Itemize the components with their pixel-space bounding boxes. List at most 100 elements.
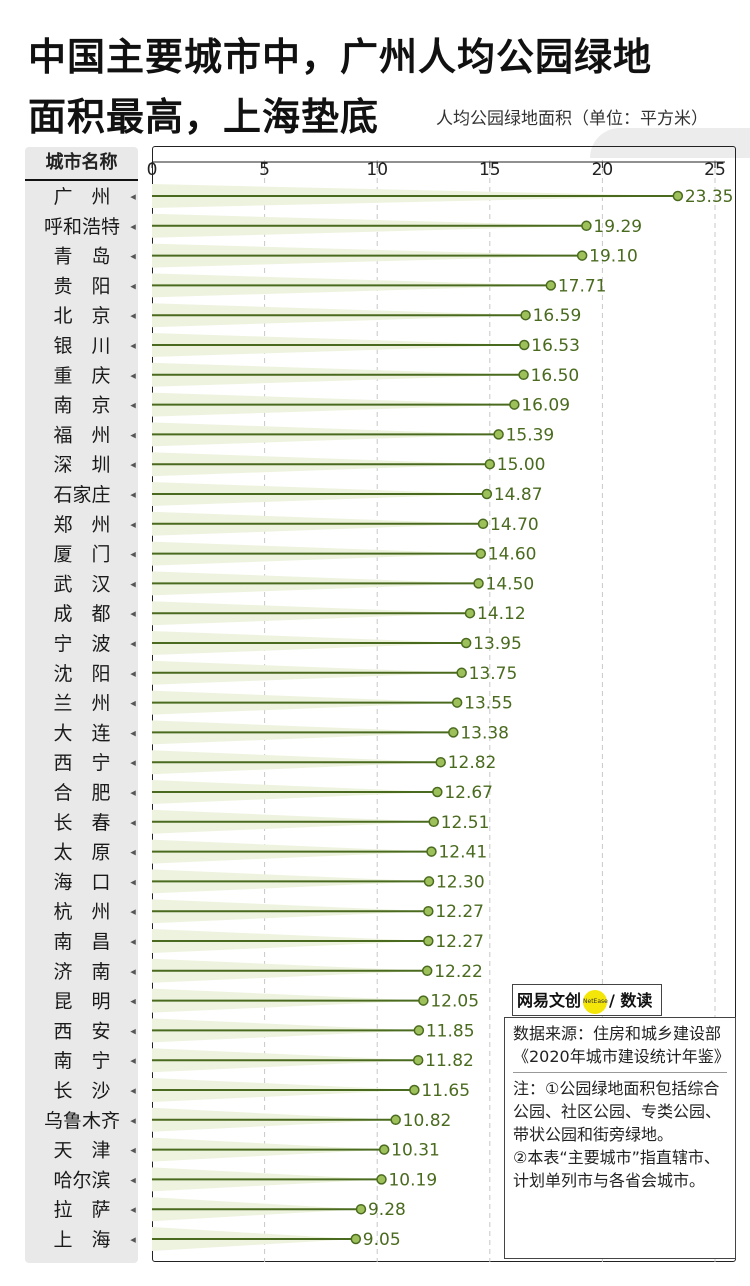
bar-dot — [421, 965, 433, 977]
row-marker-icon: ◂ — [130, 726, 136, 739]
bar-dot — [428, 816, 439, 828]
bar-dot — [473, 578, 484, 589]
category-label: 深 圳 — [53, 454, 110, 476]
category-label: 杭 州 — [53, 901, 110, 923]
value-label: 14.50 — [486, 574, 535, 594]
axis-unit-label: 人均公园绿地面积（单位：平方米） — [436, 109, 708, 129]
category-label: 昆 明 — [53, 991, 110, 1013]
row-marker-icon: ◂ — [130, 220, 136, 233]
category-label: 合 肥 — [53, 782, 110, 804]
row-marker-icon: ◂ — [130, 816, 136, 829]
value-label: 19.10 — [589, 247, 638, 267]
x-tick-label: 5 — [259, 160, 270, 180]
category-label: 西 宁 — [53, 752, 110, 774]
category-label: 郑 州 — [53, 514, 110, 536]
value-label: 10.82 — [403, 1111, 452, 1131]
row-marker-icon: ◂ — [130, 190, 136, 203]
category-label: 北 京 — [53, 305, 110, 327]
value-label: 12.30 — [436, 872, 485, 892]
bar-dot — [464, 607, 476, 619]
category-label: 南 京 — [53, 395, 110, 417]
row-marker-icon: ◂ — [130, 577, 136, 590]
value-label: 12.22 — [434, 962, 483, 982]
row-marker-icon: ◂ — [130, 935, 136, 948]
bar-dot — [413, 1025, 425, 1036]
value-label: 11.65 — [421, 1081, 470, 1101]
row-marker-icon: ◂ — [130, 995, 136, 1008]
value-label: 12.27 — [435, 902, 484, 922]
value-label: 11.85 — [426, 1021, 475, 1041]
value-label: 12.27 — [435, 932, 484, 952]
bar-dot — [376, 1174, 387, 1185]
category-label: 济 南 — [53, 961, 110, 983]
category-label: 沈 阳 — [53, 663, 110, 685]
bar-dot — [545, 280, 557, 291]
bar-dot — [475, 548, 487, 559]
row-marker-icon: ◂ — [130, 279, 136, 292]
value-label: 11.82 — [425, 1051, 474, 1071]
category-label: 大 连 — [53, 722, 110, 744]
value-label: 12.67 — [444, 783, 493, 803]
value-label: 17.71 — [558, 276, 607, 296]
category-label: 西 安 — [53, 1020, 110, 1042]
category-label: 福 州 — [53, 424, 110, 446]
category-label: 长 沙 — [53, 1080, 110, 1102]
source-note-box: 数据来源：住房和城乡建设部《2020年城市建设统计年鉴》 注：①公园绿地面积包括… — [504, 1017, 736, 1259]
bar-dot — [518, 369, 529, 381]
value-label: 12.82 — [448, 753, 497, 773]
bar-dot — [423, 876, 435, 887]
note-text-1: 注：①公园绿地面积包括综合公园、社区公园、专类公园、带状公园和街旁绿地。 — [513, 1079, 722, 1144]
chart-title-line1: 中国主要城市中，广州人均公园绿地 — [28, 35, 653, 79]
category-label: 贵 阳 — [53, 275, 110, 297]
bar-dot — [350, 1233, 362, 1245]
category-label: 拉 萨 — [53, 1199, 110, 1221]
category-label: 石家庄 — [53, 484, 110, 506]
value-label: 10.19 — [388, 1170, 437, 1190]
category-label: 兰 州 — [53, 693, 110, 715]
bar-dot — [481, 488, 493, 500]
bar-dot — [423, 905, 434, 917]
row-marker-icon: ◂ — [130, 965, 136, 978]
row-marker-icon: ◂ — [130, 309, 136, 322]
row-marker-icon: ◂ — [130, 1233, 136, 1246]
value-label: 16.53 — [531, 336, 580, 356]
x-tick-label: 20 — [592, 160, 614, 180]
bar-dot — [435, 756, 446, 768]
bar-dot — [456, 667, 467, 679]
category-label: 上 海 — [53, 1229, 110, 1251]
value-label: 13.75 — [469, 664, 518, 684]
value-label: 16.50 — [531, 366, 580, 386]
value-label: 16.09 — [521, 396, 570, 416]
category-label: 银 川 — [53, 335, 110, 357]
category-label: 重 庆 — [53, 365, 110, 387]
row-marker-icon: ◂ — [130, 428, 136, 441]
value-label: 14.70 — [490, 515, 539, 535]
bar-dot — [509, 399, 520, 410]
bar-dot — [418, 995, 429, 1006]
value-label: 13.55 — [464, 694, 513, 714]
row-marker-icon: ◂ — [130, 786, 136, 799]
bar-dot — [576, 250, 588, 261]
row-marker-icon: ◂ — [130, 339, 136, 352]
category-label: 长 春 — [53, 812, 110, 834]
row-marker-icon: ◂ — [130, 1203, 136, 1216]
bar-dot — [519, 339, 530, 351]
note-text-2: ②本表“主要城市”指直辖市、计划单列市与各省会城市。 — [513, 1148, 720, 1190]
category-label: 成 都 — [53, 603, 110, 625]
category-label: 太 原 — [53, 842, 110, 864]
source-text: 数据来源：住房和城乡建设部《2020年城市建设统计年鉴》 — [513, 1024, 730, 1066]
bar-dot — [409, 1084, 420, 1096]
x-tick-label: 0 — [147, 160, 158, 180]
row-marker-icon: ◂ — [130, 548, 136, 561]
row-marker-icon: ◂ — [130, 1024, 136, 1037]
note-divider — [513, 1072, 727, 1073]
bar-dot — [448, 727, 459, 738]
bar-dot — [493, 429, 504, 440]
category-label: 哈尔滨 — [53, 1169, 110, 1191]
x-tick-label: 10 — [366, 160, 388, 180]
bar-dot — [484, 458, 496, 470]
row-marker-icon: ◂ — [130, 399, 136, 412]
bar-dot — [581, 220, 592, 232]
category-header-rule — [25, 179, 138, 181]
category-header: 城市名称 — [45, 152, 118, 173]
